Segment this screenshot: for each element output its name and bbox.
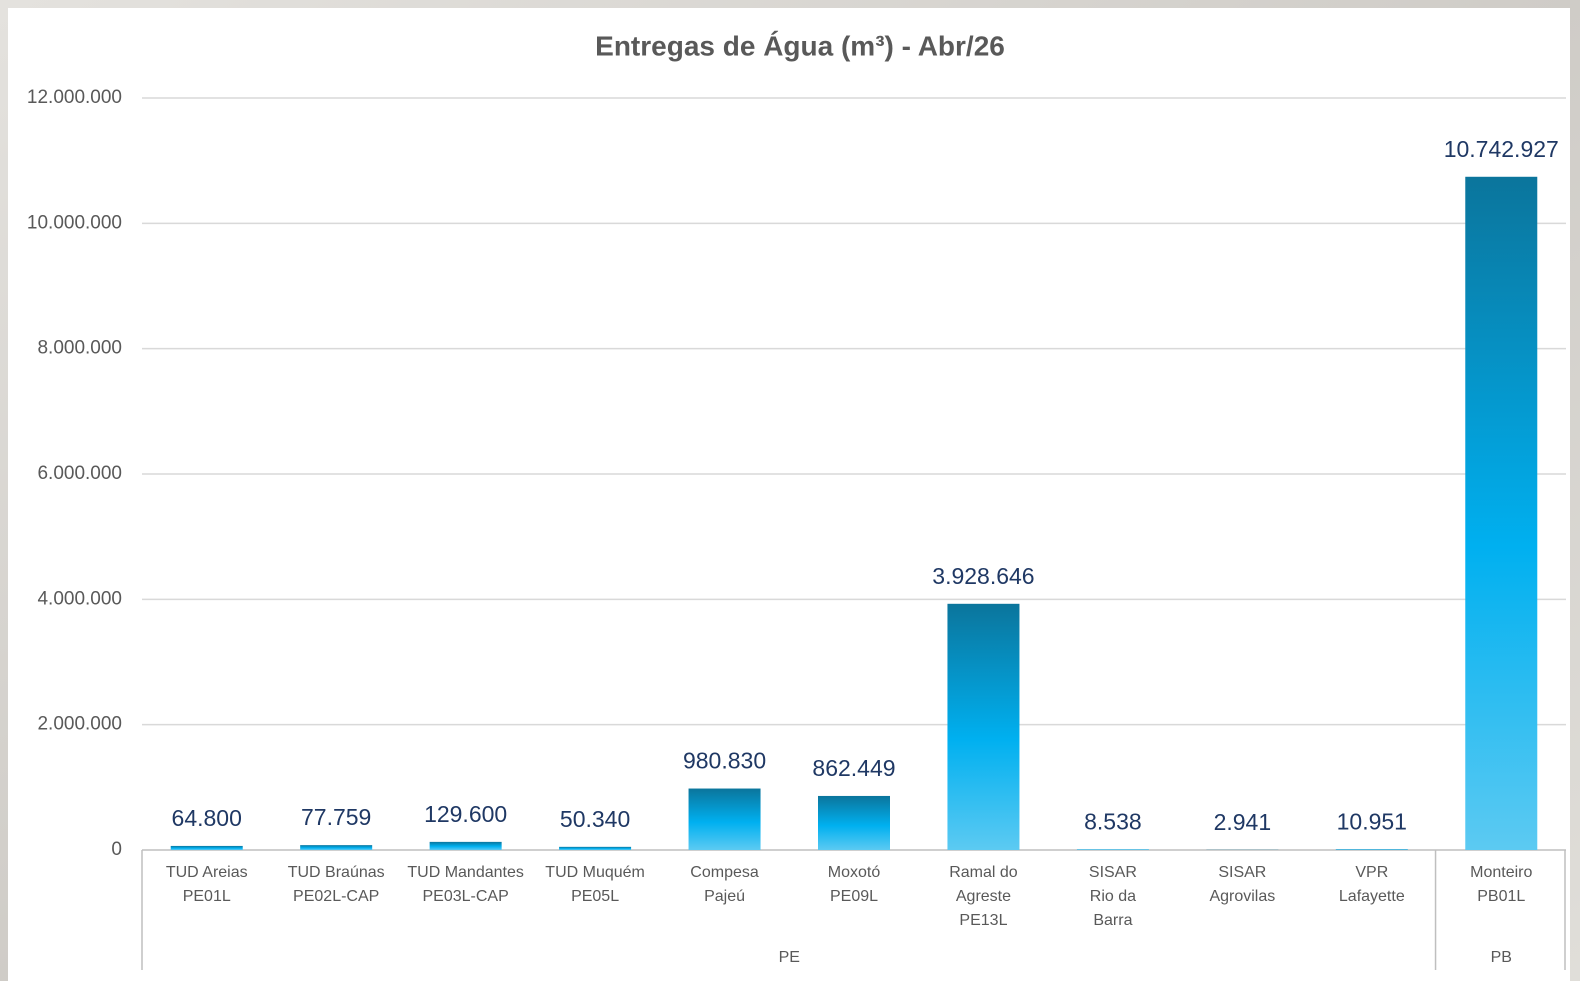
y-tick-label: 6.000.000 <box>37 463 122 484</box>
y-tick-label: 0 <box>111 839 122 860</box>
value-label: 77.759 <box>301 804 371 830</box>
value-label: 10.951 <box>1337 808 1407 834</box>
x-tick-label: VPR Lafayette <box>1339 864 1405 905</box>
y-tick-label: 4.000.000 <box>37 588 122 609</box>
value-label: 8.538 <box>1084 809 1142 835</box>
value-label: 3.928.646 <box>932 563 1034 589</box>
bar <box>688 788 761 850</box>
value-label: 50.340 <box>560 806 630 832</box>
x-tick-label: Monteiro PB01L <box>1470 864 1532 905</box>
x-tick-label: TUD Mandantes PE03L-CAP <box>407 864 524 905</box>
value-label: 980.830 <box>683 748 766 774</box>
group-label: PB <box>1491 949 1512 966</box>
value-label: 10.742.927 <box>1444 136 1559 162</box>
bar <box>1465 176 1538 850</box>
y-tick-label: 8.000.000 <box>37 338 122 359</box>
x-tick-label: Moxotó PE09L <box>828 864 881 905</box>
bar <box>300 845 373 850</box>
bar <box>1076 849 1149 850</box>
x-tick-label: TUD Muquém PE05L <box>545 864 645 905</box>
y-tick-label: 12.000.000 <box>27 87 122 108</box>
bar <box>429 841 502 850</box>
x-tick-label: TUD Braúnas PE02L-CAP <box>288 864 385 905</box>
y-tick-label: 10.000.000 <box>27 212 122 233</box>
x-tick-label: SISAR Rio da Barra <box>1089 864 1137 929</box>
value-label: 862.449 <box>812 755 895 781</box>
bar <box>170 845 243 850</box>
x-tick-label: TUD Areias PE01L <box>166 864 248 905</box>
y-tick-label: 2.000.000 <box>37 714 122 735</box>
value-label: 2.941 <box>1214 809 1272 835</box>
bar <box>559 846 632 850</box>
bar <box>947 603 1020 850</box>
value-label: 64.800 <box>172 805 242 831</box>
x-tick-label: Compesa Pajeú <box>690 864 759 905</box>
x-tick-label: Ramal do Agreste PE13L <box>949 864 1018 929</box>
chart-area <box>8 8 1570 981</box>
value-label: 129.600 <box>424 801 507 827</box>
chart-title: Entregas de Água (m³) - Abr/26 <box>595 30 1005 61</box>
group-label: PE <box>779 949 800 966</box>
x-tick-label: SISAR Agrovilas <box>1209 864 1275 905</box>
bar <box>818 795 890 850</box>
bar <box>1335 849 1408 850</box>
